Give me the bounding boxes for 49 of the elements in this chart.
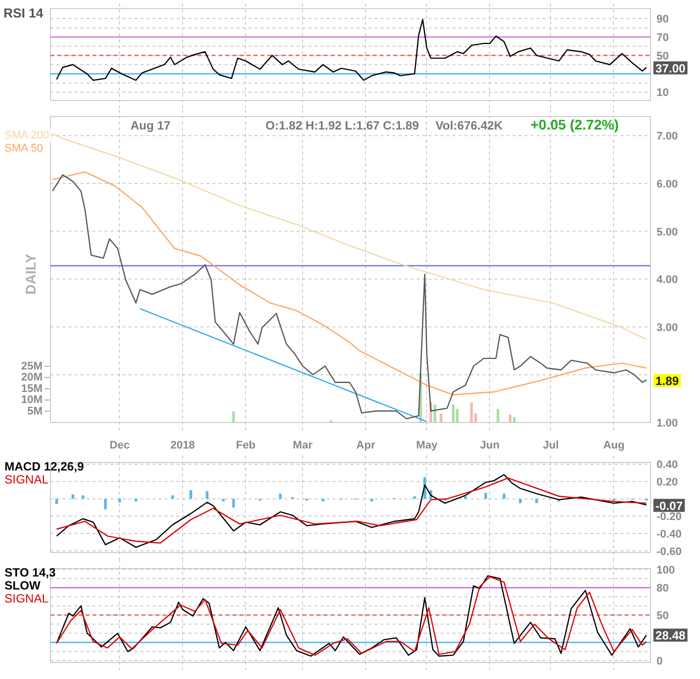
y2-tick-label: 15M [21, 382, 43, 395]
y-tick-label: 4.00 [656, 274, 678, 286]
y2-tick-label: 25M [21, 360, 43, 372]
annotation: 28.48 [655, 628, 686, 643]
y-tick-label: 0.20 [656, 476, 678, 489]
text: SMA 50 [4, 142, 44, 154]
text: STO 14,3 SLOW [4, 566, 56, 592]
y2-tick-label: 20M [21, 372, 43, 384]
y-tick-label: 1.00 [656, 418, 678, 430]
y-tick-label: 70 [656, 32, 669, 44]
text: DAILY [22, 253, 38, 294]
text: SIGNAL [4, 592, 49, 606]
chart-title: RSI 14 [4, 6, 44, 20]
annotation: O:1.82 H:1.92 L:1.67 C:1.89 [266, 118, 420, 132]
y-tick-label: 50 [656, 50, 669, 62]
x-tick-label: Aug [603, 440, 625, 452]
x-tick-label: Apr [356, 440, 376, 452]
x-tick-label: Jun [480, 440, 500, 452]
y-tick-label: 0.40 [656, 459, 678, 472]
annotation: +0.05 (2.72%) [530, 116, 619, 132]
x-tick-label: Jul [542, 440, 559, 452]
y-tick-label: 5.00 [656, 226, 678, 238]
y-tick-label: 6.00 [656, 178, 678, 190]
y-tick-label: -0.20 [656, 511, 682, 524]
annotation: 1.89 [655, 374, 680, 388]
text: SIGNAL [4, 472, 49, 486]
y2-tick-label: 10M [21, 394, 43, 406]
y-tick-label: 90 [656, 14, 669, 26]
y-tick-label: 80 [656, 582, 669, 595]
y-tick-label: 100 [656, 564, 675, 576]
x-tick-label: Dec [110, 440, 130, 452]
y-tick-label: 3.00 [656, 322, 678, 334]
y-tick-label: 10 [656, 87, 669, 100]
y-tick-label: 0 [656, 656, 663, 668]
x-tick-label: Feb [236, 440, 256, 452]
annotation: -0.07 [655, 498, 684, 513]
y2-tick-label: 5M [27, 405, 42, 418]
x-tick-label: 2018 [170, 440, 195, 452]
text: MACD 12,26,9 [4, 460, 84, 474]
series-label: SMA 200 [4, 130, 50, 142]
y-tick-label: -0.40 [656, 528, 682, 540]
x-tick-label: Mar [292, 440, 314, 452]
y-tick-label: -0.60 [656, 546, 682, 558]
annotation: Vol:676.42K [436, 118, 503, 132]
y-tick-label: 7.00 [656, 130, 678, 143]
x-tick-label: May [416, 440, 438, 452]
y-tick-label: 50 [656, 610, 669, 622]
annotation: 37.00 [655, 61, 686, 76]
annotation: Aug 17 [130, 118, 171, 132]
